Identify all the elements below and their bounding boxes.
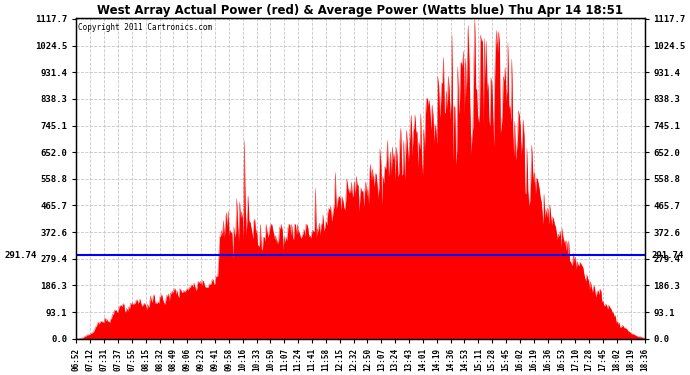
Text: 291.74: 291.74 [651,251,684,260]
Text: Copyright 2011 Cartronics.com: Copyright 2011 Cartronics.com [77,23,212,32]
Text: 291.74: 291.74 [4,251,37,260]
Title: West Array Actual Power (red) & Average Power (Watts blue) Thu Apr 14 18:51: West Array Actual Power (red) & Average … [97,4,624,17]
